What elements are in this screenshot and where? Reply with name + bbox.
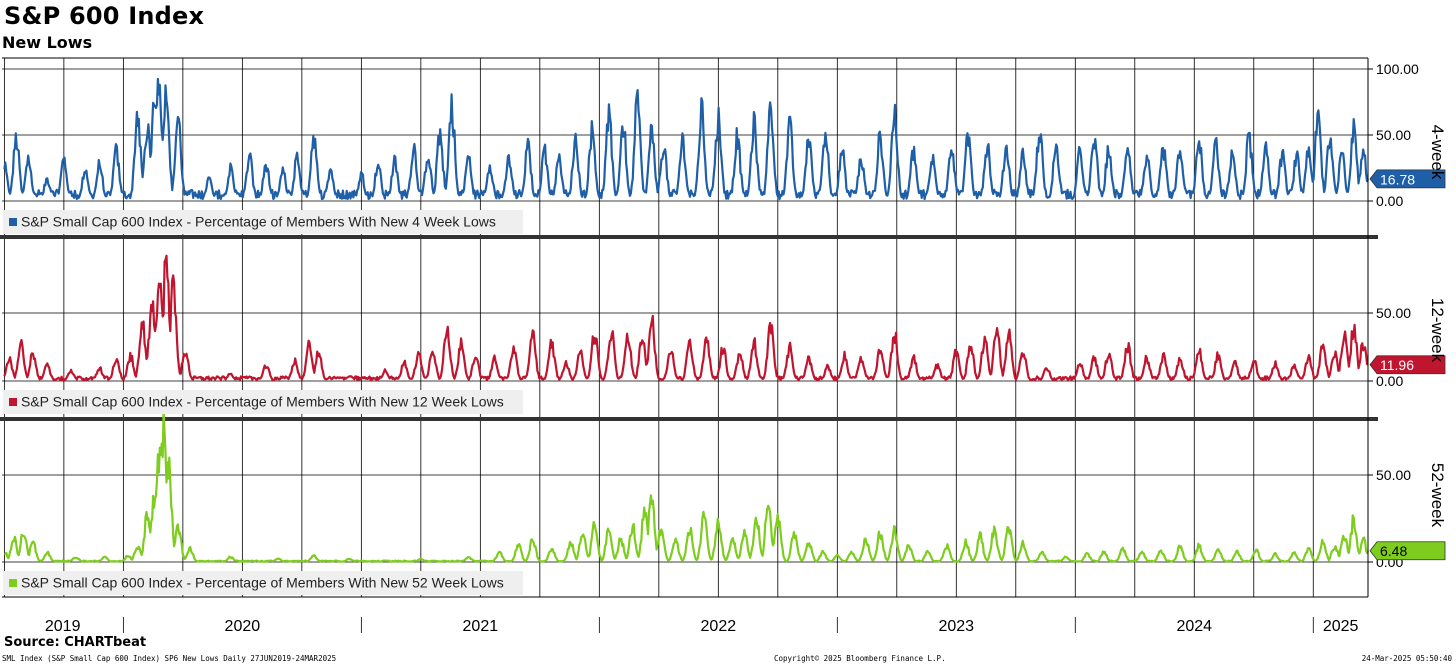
four_week-series-line xyxy=(3,77,1370,201)
four_week-last-value-marker xyxy=(1369,169,1446,189)
fifty_two_week-series-line xyxy=(3,408,1370,563)
four_week-panel-label: 4-week xyxy=(1428,125,1447,180)
twelve_week-legend-swatch xyxy=(9,398,17,406)
x-tick-label: 2024 xyxy=(1176,618,1212,635)
four_week-last-value-callout: 16.78 xyxy=(1369,169,1446,189)
series-description: SML Index (S&P Small Cap 600 Index) SP6 … xyxy=(2,654,337,663)
fifty_two_week-last-value-label: 6.48 xyxy=(1380,543,1407,559)
twelve_week-series-line xyxy=(3,254,1369,382)
x-tick-label: 2023 xyxy=(938,618,974,635)
label-layer: 16.78 4-week 11.96 12-week 6.48 52-week xyxy=(1369,125,1447,561)
four_week-legend-swatch xyxy=(9,218,17,226)
twelve_week-legend-label: S&P Small Cap 600 Index - Percentage of … xyxy=(21,394,504,410)
x-tick-label: 2021 xyxy=(463,618,499,635)
y-tick-label: 100.00 xyxy=(1376,61,1419,77)
fifty_two_week-panel-label: 52-week xyxy=(1428,463,1447,528)
x-tick-label: 2019 xyxy=(45,618,81,635)
y-tick-label: 50.00 xyxy=(1376,467,1411,483)
x-tick-label: 2025 xyxy=(1323,618,1359,635)
four_week-legend-label: S&P Small Cap 600 Index - Percentage of … xyxy=(21,214,496,230)
twelve_week-panel-label: 12-week xyxy=(1428,298,1447,363)
twelve_week-last-value-marker xyxy=(1369,355,1446,375)
fifty_two_week-legend-swatch xyxy=(9,579,17,587)
grid-layer xyxy=(0,57,1378,597)
four_week-legend-box xyxy=(3,210,523,234)
fifty_two_week-last-value-callout: 6.48 xyxy=(1369,541,1446,561)
twelve_week-legend-box xyxy=(3,390,523,414)
fifty_two_week-last-value-marker xyxy=(1369,541,1446,561)
four_week-last-value-label: 16.78 xyxy=(1380,171,1415,187)
source-note: Source: CHARTbeat xyxy=(4,635,147,650)
four_week-legend: S&P Small Cap 600 Index - Percentage of … xyxy=(3,210,523,234)
x-tick-label: 2020 xyxy=(225,618,261,635)
copyright-note: Copyright© 2025 Bloomberg Finance L.P. xyxy=(774,654,946,663)
series-layer xyxy=(3,77,1370,563)
page-title: S&P 600 Index xyxy=(4,2,205,30)
timestamp-note: 24-Mar-2025 05:50:40 xyxy=(1361,654,1452,663)
y-tick-label: 0.00 xyxy=(1376,373,1403,389)
fifty_two_week-legend: S&P Small Cap 600 Index - Percentage of … xyxy=(3,571,523,595)
page-subtitle: New Lows xyxy=(2,33,93,52)
legend-layer: S&P Small Cap 600 Index - Percentage of … xyxy=(3,210,523,595)
x-tick-label: 2022 xyxy=(701,618,737,635)
y-tick-label: 50.00 xyxy=(1376,127,1411,143)
y-tick-label: 0.00 xyxy=(1376,193,1403,209)
twelve_week-last-value-callout: 11.96 xyxy=(1369,355,1446,375)
fifty_two_week-legend-box xyxy=(3,571,523,595)
twelve_week-legend: S&P Small Cap 600 Index - Percentage of … xyxy=(3,390,523,414)
twelve_week-last-value-label: 11.96 xyxy=(1380,357,1414,373)
fifty_two_week-legend-label: S&P Small Cap 600 Index - Percentage of … xyxy=(21,575,504,591)
y-tick-label: 50.00 xyxy=(1376,305,1411,321)
